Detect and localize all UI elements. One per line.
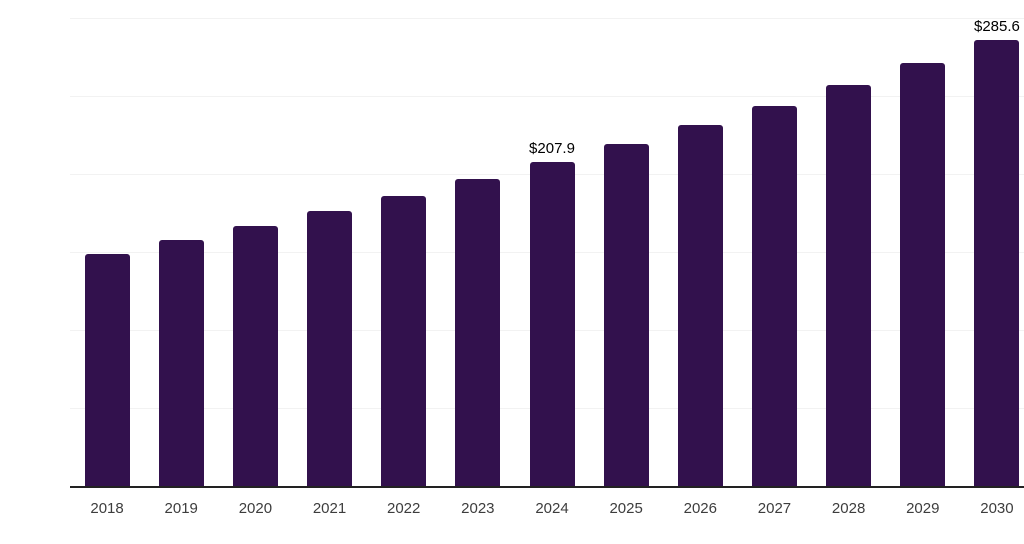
bar-2023[interactable]: [455, 179, 501, 486]
x-tick-label-2024: 2024: [535, 500, 569, 517]
bar-2024[interactable]: [529, 161, 575, 486]
bar-2021[interactable]: [307, 210, 353, 486]
x-tick-label-2019: 2019: [164, 500, 198, 517]
x-tick-label-2020: 2020: [238, 500, 273, 517]
x-tick-label-2023: 2023: [461, 500, 495, 517]
x-axis-line: [70, 486, 1024, 488]
x-tick-label-2026: 2026: [683, 500, 717, 517]
x-tick-label-2030: 2030: [980, 500, 1014, 517]
bar-2029[interactable]: [900, 62, 946, 486]
x-tick-label-2029: 2029: [906, 500, 940, 517]
bar-2027[interactable]: [751, 105, 797, 486]
x-tick-label-2028: 2028: [831, 500, 866, 517]
x-tick-label-2025: 2025: [609, 500, 643, 517]
x-tick-label-2022: 2022: [387, 500, 421, 517]
x-tick-label-2018: 2018: [90, 500, 124, 517]
bar-2022[interactable]: [381, 195, 427, 486]
bar-2020[interactable]: [232, 226, 278, 486]
gridline: [70, 96, 1024, 98]
bar-2019[interactable]: [158, 240, 204, 486]
x-tick-label-2021: 2021: [312, 500, 347, 517]
bar-2018[interactable]: [84, 254, 130, 486]
bar-2026[interactable]: [677, 125, 723, 486]
x-tick-label-2027: 2027: [757, 500, 792, 517]
bar-2030[interactable]: [974, 40, 1020, 486]
bar-2028[interactable]: [826, 85, 872, 486]
gridline: [70, 18, 1024, 20]
bar-chart: $207.9 $285.6 2018 2019 2020 2021 2022 2023 202…: [40, 16, 1024, 528]
data-label-2024: $207.9: [529, 139, 575, 157]
bar-2025[interactable]: [603, 143, 649, 486]
data-label-2030: $285.6: [973, 18, 1020, 36]
